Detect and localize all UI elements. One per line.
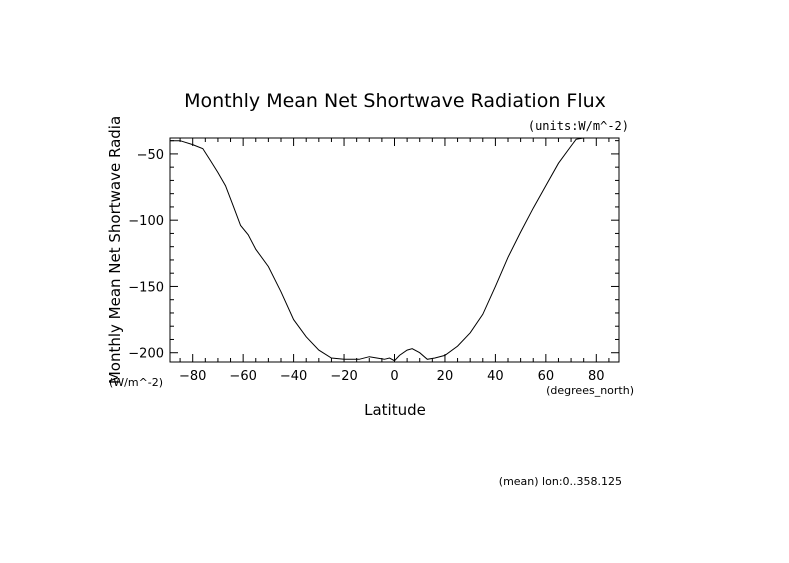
plot-frame	[169, 137, 620, 363]
y-tick-label: −50	[137, 148, 164, 163]
y-tick-label: −200	[128, 347, 164, 362]
chart-title: Monthly Mean Net Shortwave Radiation Flu…	[184, 90, 606, 112]
x-tick-label: −80	[179, 369, 206, 384]
x-tick-label: −60	[229, 369, 256, 384]
x-tick-label: 60	[538, 369, 555, 384]
x-axis-units: (degrees_north)	[546, 384, 634, 397]
x-tick-label: 0	[390, 369, 398, 384]
x-axis-label: Latitude	[364, 401, 426, 419]
y-tick-label: −150	[128, 280, 164, 295]
x-tick-label: 40	[487, 369, 504, 384]
y-axis-label: Monthly Mean Net Shortwave Radia	[106, 116, 124, 384]
footer-note: (mean) lon:0..358.125	[499, 475, 622, 488]
x-tick-label: −40	[280, 369, 307, 384]
x-tick-label: 80	[588, 369, 605, 384]
y-axis-units: (W/m^-2)	[109, 376, 163, 389]
x-tick-label: 20	[437, 369, 454, 384]
series-layer	[170, 137, 619, 362]
chart-units-label: (units:W/m^-2)	[528, 119, 629, 133]
x-tick-label: −20	[330, 369, 357, 384]
series-line	[170, 137, 619, 362]
y-tick-label: −100	[128, 214, 164, 229]
ticks-layer: −80 −60 −40 −20 0 20 40 60 80−50−100−150−200	[128, 138, 619, 384]
